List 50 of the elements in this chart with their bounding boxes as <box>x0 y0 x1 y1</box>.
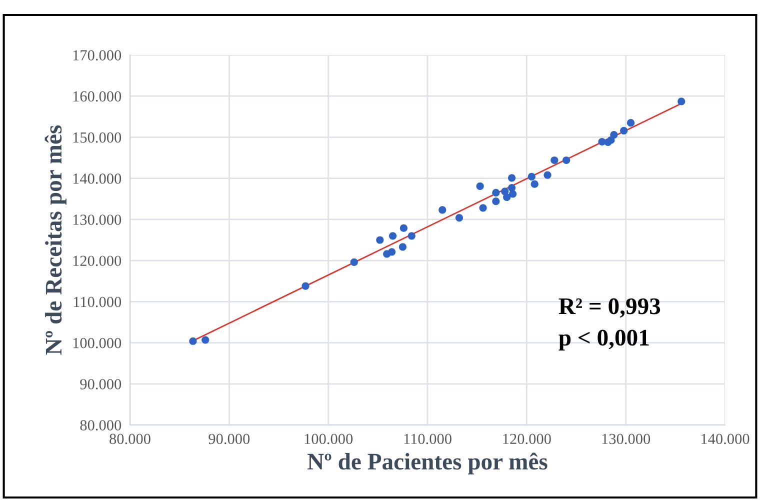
y-tick-label: 160.000 <box>73 91 122 102</box>
y-tick-label: 130.000 <box>73 214 122 225</box>
point <box>398 243 407 251</box>
point <box>610 130 618 139</box>
point <box>189 337 197 345</box>
point <box>626 119 635 127</box>
x-tick-label: 120.000 <box>503 434 551 444</box>
point <box>492 198 500 206</box>
point <box>408 232 416 240</box>
point <box>508 190 517 198</box>
point <box>528 172 536 180</box>
y-tick-label: 150.000 <box>73 132 122 143</box>
point <box>562 156 570 164</box>
point <box>476 182 484 190</box>
y-tick-label: 80.000 <box>80 420 122 431</box>
y-tick-label: 110.000 <box>74 296 122 308</box>
point <box>530 180 538 188</box>
point <box>479 204 487 212</box>
point <box>620 126 628 134</box>
y-tick-label: 170.000 <box>73 50 122 61</box>
point <box>544 171 552 179</box>
point <box>302 282 310 290</box>
point <box>202 336 210 344</box>
point <box>388 232 397 240</box>
x-tick-label: 130.000 <box>602 434 650 444</box>
y-tick-label: 100.000 <box>73 338 122 348</box>
point <box>508 184 516 192</box>
annotation: p < 0,001 <box>558 330 649 350</box>
point <box>492 188 500 197</box>
point <box>455 214 464 222</box>
x-tick-label: 100.000 <box>304 434 353 444</box>
y-tick-label: 140.000 <box>73 173 122 184</box>
point <box>388 248 396 256</box>
point <box>376 236 384 244</box>
point <box>400 224 408 232</box>
y-axis-title: Nº de Receitas por mês <box>44 125 66 355</box>
point <box>508 174 516 182</box>
x-tick-label: 80.000 <box>110 434 150 444</box>
point <box>550 156 558 164</box>
x-tick-label: 110.000 <box>404 434 452 444</box>
x-axis-title: Nº de Pacientes por mês <box>308 452 548 474</box>
y-tick-label: 90.000 <box>80 379 122 390</box>
point <box>678 98 686 106</box>
x-tick-label: 90.000 <box>208 434 250 444</box>
point <box>350 258 358 266</box>
annotation: R² = 0,993 <box>558 298 660 318</box>
x-tick-label: 140.000 <box>702 434 750 444</box>
y-tick-label: 120.000 <box>73 256 122 266</box>
point <box>438 206 446 214</box>
point <box>503 193 511 202</box>
